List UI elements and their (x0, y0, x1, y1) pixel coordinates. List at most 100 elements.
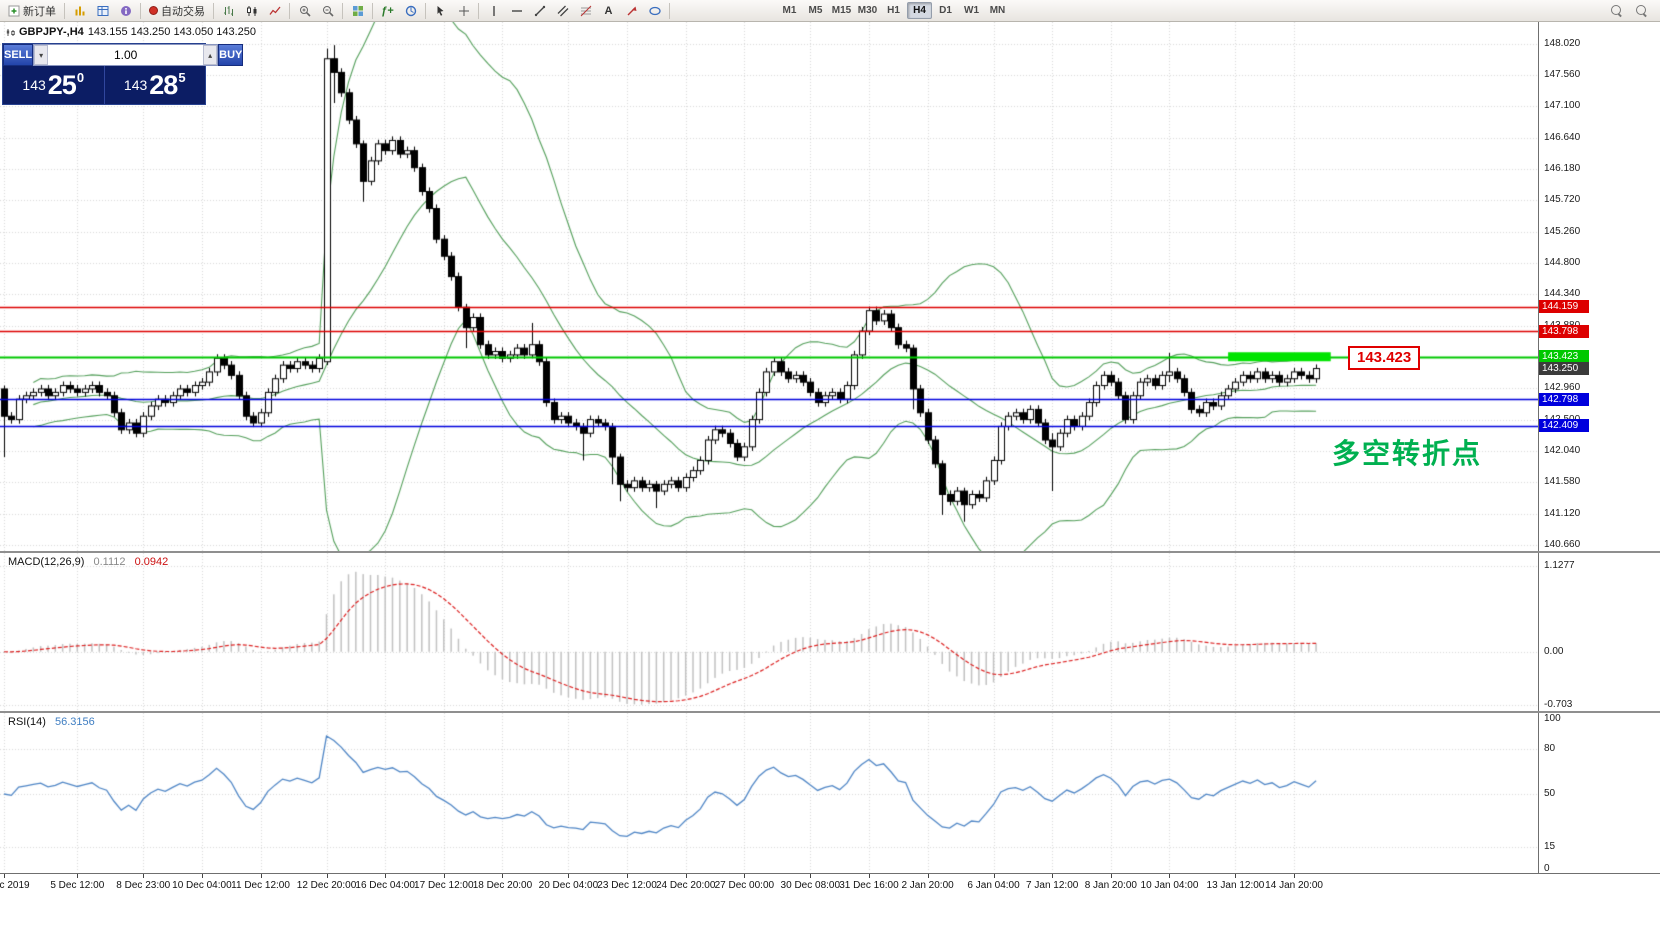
indicators-icon: ƒ+ (381, 4, 394, 17)
rsi-axis-label: 100 (1544, 713, 1561, 724)
current-price-tag: 143.250 (1539, 362, 1589, 376)
line-chart-button[interactable] (263, 1, 286, 20)
new-order-button[interactable]: 新订单 (3, 1, 61, 20)
timeframe-button-mn[interactable]: MN (989, 5, 1006, 16)
zoom-out-button[interactable] (316, 1, 339, 20)
date-tick (4, 874, 5, 878)
macd-indicator-label: MACD(12,26,9) 0.1112 0.0942 (8, 556, 168, 568)
cursor-button[interactable] (429, 1, 452, 20)
candlestick-button[interactable] (240, 1, 263, 20)
date-tick (994, 874, 995, 878)
horizontal-line-button[interactable] (505, 1, 528, 20)
arrow-button[interactable] (620, 1, 643, 20)
terminal-icon (120, 5, 131, 16)
channel-button[interactable] (551, 1, 574, 20)
search-button[interactable] (1605, 1, 1628, 20)
tile-windows-button[interactable] (346, 1, 369, 20)
vertical-line-icon (492, 5, 495, 16)
data-window-button[interactable] (91, 1, 114, 20)
pivot-annotation-text[interactable]: 多空转折点 (1332, 438, 1483, 469)
help-button[interactable] (1630, 1, 1653, 20)
timeframe-button-m5[interactable]: M5 (808, 5, 823, 16)
date-tick (686, 874, 687, 878)
lot-increase-button[interactable]: ▴ (203, 45, 218, 65)
sell-button[interactable]: SELL (3, 44, 34, 66)
help-icon (1635, 4, 1648, 17)
buy-price[interactable]: 143 28 5 (123, 69, 186, 101)
timeframe-button-d1[interactable]: D1 (939, 5, 952, 16)
cursor-icon (437, 5, 443, 16)
price-axis-label: 146.180 (1544, 163, 1581, 175)
panel-separator[interactable] (0, 711, 1660, 713)
text-button[interactable]: A (597, 1, 620, 20)
fibonacci-button[interactable] (574, 1, 597, 20)
macd-axis-label: 0.00 (1544, 645, 1564, 657)
chart-symbol: GBPJPY-,H4 (19, 26, 84, 38)
price-axis[interactable]: 148.020 147.560 147.100 146.640 146.180 145.7… (1538, 22, 1660, 874)
price-tag: 142.409 (1539, 419, 1589, 433)
cycles-button[interactable] (399, 1, 422, 20)
terminal-button[interactable] (114, 1, 137, 20)
price-axis-label: 144.340 (1544, 288, 1581, 300)
line-chart-icon (268, 6, 281, 15)
date-label: 8 Dec 23:00 (116, 880, 171, 891)
rsi-canvas[interactable] (0, 713, 1538, 871)
toolbar-separator (140, 2, 141, 19)
buy-button[interactable]: BUY (218, 44, 244, 66)
date-label: 10 Jan 04:00 (1140, 880, 1199, 891)
date-label: 24 Dec 20:00 (655, 880, 716, 891)
panel-separator[interactable] (0, 551, 1660, 553)
timeframe-button-h4[interactable]: H4 (907, 2, 932, 19)
rsi-name: RSI(14) (8, 716, 46, 728)
bar-chart-button[interactable] (217, 1, 240, 20)
macd-axis-label: 1.1277 (1544, 560, 1575, 572)
candlestick-icon (246, 5, 256, 16)
date-tick (810, 874, 811, 878)
date-label: 10 Dec 04:00 (172, 880, 232, 891)
autotrading-button[interactable]: 自动交易 (144, 1, 210, 20)
horizontal-line-icon (511, 9, 522, 12)
zoom-in-button[interactable] (293, 1, 316, 20)
date-label: 18 Dec 20:00 (472, 880, 533, 891)
crosshair-button[interactable] (452, 1, 475, 20)
timeframe-button-h1[interactable]: H1 (887, 5, 900, 16)
timeframe-button-m1[interactable]: M1 (782, 5, 797, 16)
price-level-callout[interactable]: 143.423 (1348, 346, 1421, 370)
lot-decrease-button[interactable]: ▾ (34, 45, 49, 65)
market-watch-icon (75, 6, 84, 15)
rsi-axis-label: 15 (1544, 840, 1556, 852)
date-tick (385, 874, 386, 878)
chart-ohlc: 143.155 143.250 143.050 143.250 (87, 26, 257, 38)
price-axis-label: 146.640 (1544, 131, 1581, 143)
main-chart-canvas[interactable] (0, 22, 1538, 551)
shapes-button[interactable] (643, 1, 666, 20)
price-axis-label: 145.260 (1544, 225, 1581, 237)
sell-price[interactable]: 143 25 0 (3, 66, 105, 104)
lot-size-input[interactable] (48, 45, 204, 65)
new-order-label: 新订单 (23, 5, 56, 18)
timeframe-button-w1[interactable]: W1 (964, 5, 979, 16)
timeframe-button-m30[interactable]: M30 (857, 5, 878, 16)
macd-canvas[interactable] (0, 553, 1538, 711)
autotrading-label: 自动交易 (161, 5, 205, 18)
toolbar-separator (478, 2, 479, 19)
date-tick (1235, 874, 1236, 878)
price-axis-label: 140.660 (1544, 538, 1581, 550)
market-watch-button[interactable] (68, 1, 91, 20)
rsi-value: 56.3156 (54, 716, 95, 728)
toolbar-right-group (1605, 1, 1657, 20)
new-order-icon (8, 5, 20, 16)
vertical-line-button[interactable] (482, 1, 505, 20)
price-axis-label: 141.580 (1544, 476, 1581, 488)
date-tick (1111, 874, 1112, 878)
price-axis-label: 142.500 (1544, 414, 1580, 426)
timeframe-button-m15[interactable]: M15 (831, 5, 852, 16)
indicators-button[interactable]: ƒ+ (376, 1, 399, 20)
date-label: 31 Dec 16:00 (839, 880, 899, 891)
date-tick (444, 874, 445, 878)
trendline-button[interactable] (528, 1, 551, 20)
one-click-trading-panel: SELL ▾ ▴ BUY 143 25 0 143 28 5 (2, 43, 244, 105)
zoom-in-icon (299, 5, 311, 17)
trendline-icon (534, 5, 545, 16)
